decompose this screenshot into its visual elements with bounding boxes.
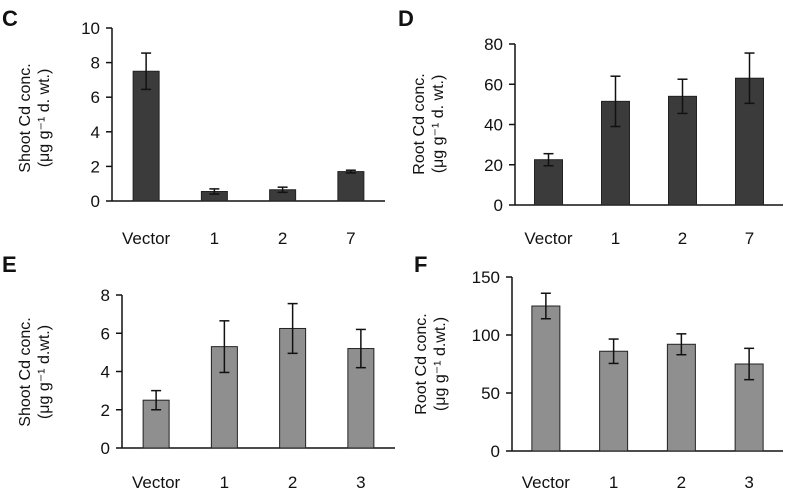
y-tick-label: 60	[484, 75, 503, 94]
x-category-label: Vector	[122, 229, 171, 248]
y-tick-label: 150	[472, 268, 500, 287]
y-tick-label: 20	[484, 156, 503, 175]
panel-letter: D	[398, 6, 414, 31]
x-category-label: 7	[346, 229, 355, 248]
y-tick-label: 4	[101, 363, 110, 382]
y-tick-label: 4	[91, 123, 100, 142]
x-category-label: Vector	[132, 473, 181, 492]
y-tick-label: 8	[101, 286, 110, 305]
y-tick-label: 6	[91, 88, 100, 107]
bar	[734, 363, 764, 452]
bar	[337, 171, 365, 202]
y-axis-label-line: (μg g⁻¹ d.wt.)	[432, 317, 449, 411]
x-category-label: 1	[220, 473, 229, 492]
y-tick-label: 0	[491, 442, 500, 461]
panel-letter: F	[414, 252, 427, 277]
y-tick-label: 2	[101, 401, 110, 420]
chart-panel-d: D 0 20 40 60 80 Vector 1 2 7 Root Cd conc. (μg g⁻¹ …	[398, 6, 783, 248]
y-axis-label-line: Root Cd conc.	[413, 313, 430, 414]
y-tick-label: 40	[484, 116, 503, 135]
y-axis-label-line: (μg g⁻¹ d.wt.)	[36, 325, 53, 419]
panel-letter: E	[2, 252, 17, 277]
y-tick-label: 2	[91, 157, 100, 176]
panel-letter: C	[2, 6, 18, 31]
y-axis-label-line: Shoot Cd conc.	[17, 317, 34, 426]
x-category-label: 1	[611, 229, 620, 248]
y-tick-label: 0	[101, 439, 110, 458]
bar	[531, 305, 561, 452]
bar	[132, 70, 160, 202]
y-axis-label-line: (μg g⁻¹ d. wt.)	[36, 69, 53, 168]
y-axis-label-line: (μg g⁻¹ d. wt.)	[430, 75, 447, 174]
y-tick-label: 80	[484, 35, 503, 54]
y-axis-label-line: Root Cd conc.	[411, 73, 428, 174]
chart-panel-f: F 0 50 100 150 Vector 1 2 3 Root Cd conc. (μg g⁻¹ …	[413, 252, 783, 492]
y-tick-label: 50	[481, 384, 500, 403]
x-category-label: Vector	[524, 229, 573, 248]
y-tick-label: 100	[472, 326, 500, 345]
chart-panel-e: E 0 2 4 6 8 Vector 1 2 3 Shoot Cd conc. (μg g⁻¹ d.w…	[2, 252, 395, 492]
bar	[666, 343, 696, 452]
chart-panel-c: C 0 2 4 6 8 10 Vector 1 2 7 Shoot Cd conc. (μg g⁻¹ d…	[2, 6, 385, 248]
y-tick-label: 0	[494, 196, 503, 215]
bar	[534, 159, 563, 206]
y-axis-label: Root Cd conc. (μg g⁻¹ d.wt.)	[413, 313, 449, 414]
y-tick-label: 8	[91, 54, 100, 73]
y-tick-label: 10	[81, 19, 100, 38]
bar	[347, 348, 375, 449]
y-axis-label: Shoot Cd conc. (μg g⁻¹ d.wt.)	[17, 317, 53, 426]
x-category-label: Vector	[522, 473, 571, 492]
x-category-label: 1	[210, 229, 219, 248]
x-category-label: 7	[745, 229, 754, 248]
x-category-label: 2	[288, 473, 297, 492]
y-tick-label: 0	[91, 192, 100, 211]
y-axis-label: Root Cd conc. (μg g⁻¹ d. wt.)	[411, 73, 447, 174]
x-category-label: 3	[356, 473, 365, 492]
x-category-label: 3	[744, 473, 753, 492]
x-category-label: 2	[677, 473, 686, 492]
x-category-label: 2	[278, 229, 287, 248]
y-axis-label-line: Shoot Cd conc.	[17, 63, 34, 172]
x-category-label: 2	[678, 229, 687, 248]
x-category-label: 1	[609, 473, 618, 492]
bar	[599, 350, 629, 452]
y-axis-label: Shoot Cd conc. (μg g⁻¹ d. wt.)	[17, 63, 53, 172]
y-tick-label: 6	[101, 324, 110, 343]
